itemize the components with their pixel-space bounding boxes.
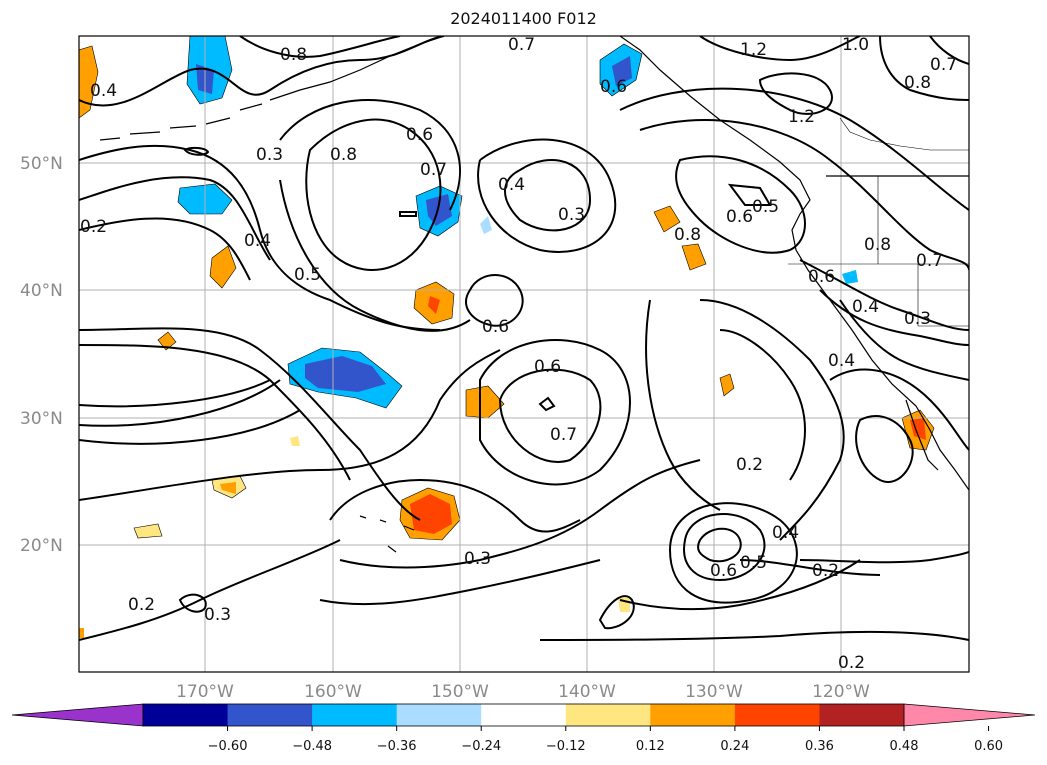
- contour-label: 0.2: [838, 653, 865, 673]
- longitude-label: 160°W: [304, 682, 362, 702]
- contour-label: 0.2: [812, 561, 839, 581]
- contour-label: 0.2: [736, 455, 763, 475]
- contour-label: 0.8: [330, 145, 357, 165]
- contour-label: 0.5: [740, 553, 767, 573]
- contour-label: 0.3: [904, 309, 931, 329]
- contour-label: 0.8: [864, 235, 891, 255]
- contour-label: 0.6: [726, 207, 753, 227]
- contour-label: 0.3: [256, 145, 283, 165]
- latitude-label: 50°N: [20, 154, 63, 174]
- contour-label: 0.2: [80, 217, 107, 237]
- contour-label: 0.2: [128, 595, 155, 615]
- colorbar-over-arrow: [903, 703, 1036, 727]
- contour-label: 0.4: [244, 231, 271, 251]
- contour-label: 0.6: [600, 77, 627, 97]
- contour-labels: 0.8 0.7 1.2 1.0 0.7 0.8 0.4 0.6 1.2 0.6 …: [80, 35, 957, 673]
- map-title: 2024011400 F012: [450, 9, 597, 28]
- colorbar-tick-label: 0.12: [636, 739, 665, 754]
- latitude-labels: 50°N 40°N 30°N 20°N: [20, 154, 63, 556]
- colorbar-segment: [481, 704, 567, 726]
- longitude-label: 150°W: [431, 682, 489, 702]
- contour-label: 0.6: [406, 125, 433, 145]
- longitude-label: 140°W: [558, 682, 616, 702]
- latitude-label: 40°N: [20, 281, 63, 301]
- longitude-label: 170°W: [176, 682, 234, 702]
- colorbar-tick-label: −0.24: [461, 739, 501, 754]
- contour-label: 0.6: [482, 317, 509, 337]
- contour-label: 1.2: [788, 107, 815, 127]
- longitude-label: 130°W: [685, 682, 743, 702]
- contour-label: 0.5: [294, 265, 321, 285]
- contour-label: 0.4: [828, 351, 855, 371]
- colorbar: −0.60 −0.48 −0.36 −0.24 −0.12 0.12 0.24 0.36 0.4…: [11, 703, 1036, 754]
- latitude-label: 30°N: [20, 409, 63, 429]
- colorbar-tick-label: −0.48: [292, 739, 332, 754]
- colorbar-segment: [734, 704, 820, 726]
- contour-label: 0.7: [508, 35, 535, 55]
- contour-label: 0.3: [558, 205, 585, 225]
- contour-label: 1.0: [842, 35, 869, 55]
- contour-label: 0.3: [204, 605, 231, 625]
- colorbar-tick-label: −0.60: [208, 739, 248, 754]
- contour-label: 1.2: [740, 40, 767, 60]
- colorbar-segment: [565, 704, 651, 726]
- contour-label: 0.8: [674, 225, 701, 245]
- shaded-anomalies: [79, 36, 935, 638]
- colorbar-tick-label: −0.12: [546, 739, 586, 754]
- contour-label: 0.7: [930, 55, 957, 75]
- colorbar-segment: [312, 704, 398, 726]
- latitude-label: 20°N: [20, 536, 63, 556]
- colorbar-segment: [143, 704, 229, 726]
- colorbar-segment: [650, 704, 736, 726]
- contour-lines: [79, 36, 969, 641]
- longitude-labels: 170°W 160°W 150°W 140°W 130°W 120°W: [176, 682, 870, 702]
- colorbar-tick-label: 0.24: [720, 739, 749, 754]
- map-frame: [78, 35, 970, 673]
- contour-label: 0.8: [904, 73, 931, 93]
- colorbar-tick-label: −0.36: [377, 739, 417, 754]
- colorbar-frame: [142, 703, 905, 727]
- map-gridlines: [79, 36, 969, 672]
- contour-label: 0.4: [852, 297, 879, 317]
- map-plot-area: 0.8 0.7 1.2 1.0 0.7 0.8 0.4 0.6 1.2 0.6 …: [79, 35, 969, 673]
- contour-label: 0.4: [772, 523, 799, 543]
- contour-label: 0.7: [550, 425, 577, 445]
- colorbar-tick-label: 0.36: [805, 739, 834, 754]
- contour-label: 0.7: [420, 160, 447, 180]
- colorbar-segment: [227, 704, 313, 726]
- colorbar-under-arrow: [11, 703, 144, 727]
- contour-label: 0.4: [90, 81, 117, 101]
- colorbar-tick-label: 0.60: [974, 739, 1003, 754]
- contour-label: 0.3: [464, 549, 491, 569]
- contour-label: 0.4: [498, 175, 525, 195]
- colorbar-tick-label: 0.48: [890, 739, 919, 754]
- contour-label: 0.6: [710, 561, 737, 581]
- longitude-label: 120°W: [812, 682, 870, 702]
- colorbar-segment: [819, 704, 905, 726]
- contour-label: 0.7: [916, 251, 943, 271]
- contour-label: 0.6: [534, 357, 561, 377]
- contour-label: 0.8: [280, 45, 307, 65]
- contour-label: 0.5: [752, 197, 779, 217]
- contour-label: 0.6: [808, 267, 835, 287]
- colorbar-segment: [396, 704, 482, 726]
